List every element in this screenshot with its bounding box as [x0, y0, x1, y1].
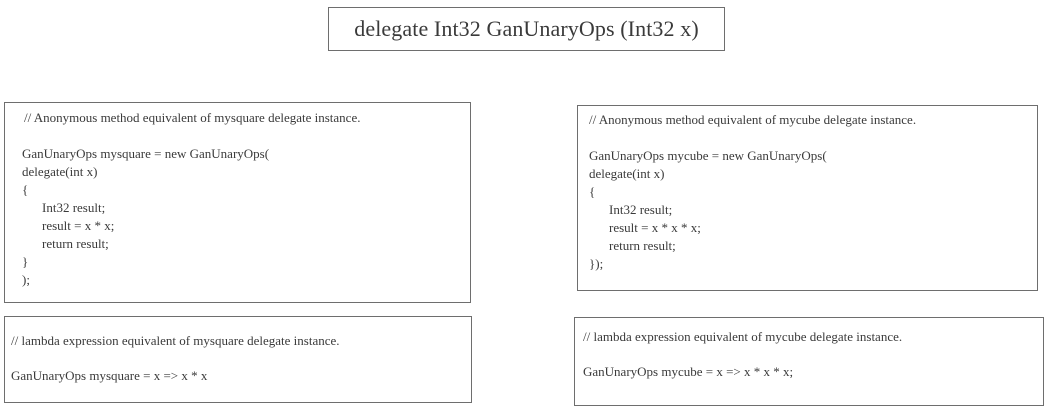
anon-square-line-delegate: delegate(int x) [22, 164, 98, 179]
anon-cube-line-delegate: delegate(int x) [589, 166, 665, 181]
lambda-expression-cube-box: // lambda expression equivalent of mycub… [574, 317, 1044, 406]
anon-square-line-open-brace: { [22, 182, 29, 197]
lambda-cube-code: GanUnaryOps mycube = x => x * x * x; [583, 364, 794, 379]
anon-cube-line-result-assign: result = x * x * x; [609, 220, 701, 235]
anonymous-method-cube-box: // Anonymous method equivalent of mycube… [577, 105, 1038, 291]
lambda-square-code: GanUnaryOps mysquare = x => x * x [11, 368, 208, 383]
anon-square-line-return: return result; [42, 236, 109, 251]
delegate-signature-box: delegate Int32 GanUnaryOps (Int32 x) [328, 7, 725, 51]
anon-square-line-result-decl: Int32 result; [42, 200, 106, 215]
anon-square-comment: // Anonymous method equivalent of mysqua… [24, 110, 361, 125]
anon-cube-line-declaration: GanUnaryOps mycube = new GanUnaryOps( [589, 148, 827, 163]
anon-cube-line-result-decl: Int32 result; [609, 202, 673, 217]
anon-square-line-result-assign: result = x * x; [42, 218, 115, 233]
anon-square-line-close-paren: ); [22, 272, 30, 287]
delegate-signature: delegate Int32 GanUnaryOps (Int32 x) [354, 16, 699, 41]
anonymous-method-square-box: // Anonymous method equivalent of mysqua… [4, 102, 471, 303]
anon-cube-line-return: return result; [609, 238, 676, 253]
anon-cube-line-close: }); [589, 256, 604, 271]
anon-cube-blank-line [589, 129, 1037, 147]
anon-square-line-close-brace: } [22, 254, 29, 269]
anon-square-line-declaration: GanUnaryOps mysquare = new GanUnaryOps( [22, 146, 270, 161]
lambda-cube-blank-line [583, 346, 1043, 363]
lambda-cube-comment: // lambda expression equivalent of mycub… [583, 329, 903, 344]
lambda-square-blank-line [11, 350, 471, 367]
lambda-square-comment: // lambda expression equivalent of mysqu… [11, 333, 340, 348]
lambda-expression-square-box: // lambda expression equivalent of mysqu… [4, 316, 472, 403]
anon-cube-line-open-brace: { [589, 184, 596, 199]
anon-square-blank-line [22, 127, 470, 145]
anon-cube-comment: // Anonymous method equivalent of mycube… [589, 112, 917, 127]
